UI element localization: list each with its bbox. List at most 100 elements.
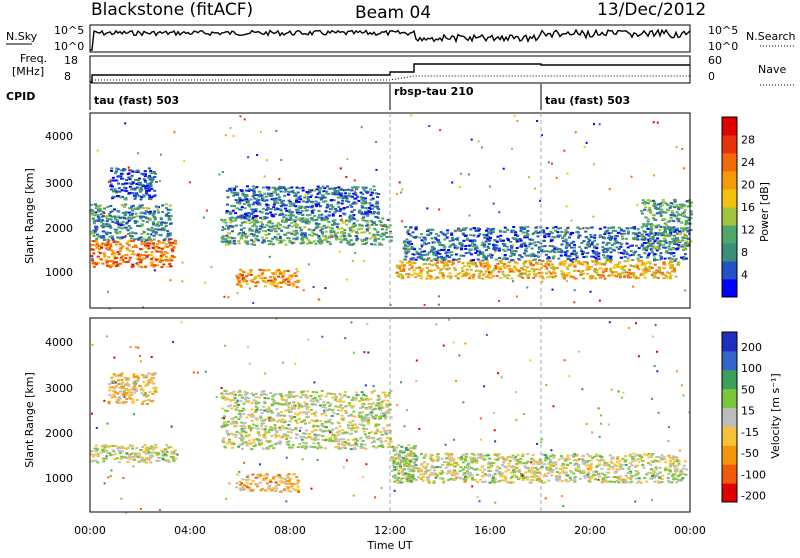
velocity-cell [320,424,324,427]
power-cell [622,266,625,268]
power-cell [508,261,512,264]
velocity-cell [121,387,125,390]
power-cell [109,266,112,269]
power-cell [279,286,283,288]
power-cell [128,182,132,185]
velocity-cell [172,459,176,462]
power-cell [327,214,331,217]
power-cell [277,227,281,230]
power-cell [161,241,165,244]
power-cell [468,214,471,217]
velocity-cell [220,392,224,395]
power-cell [158,233,162,236]
velocity-cell [126,389,130,392]
power-cell [120,236,124,239]
power-cell [534,273,538,276]
power-cell [363,238,366,241]
power-cell [162,239,166,242]
power-cell [453,244,457,247]
power-cell [578,246,582,248]
power-cell [524,254,528,257]
velocity-cell [311,403,315,406]
velocity-cell [143,458,147,461]
power-cell [275,285,279,288]
power-cell [481,253,485,256]
power-cell [130,174,134,177]
power-cell [331,192,335,194]
power-cell [247,273,251,276]
power-cell [467,264,470,267]
power-cell [234,216,238,219]
power-cell [415,273,419,276]
power-cell [317,236,321,239]
power-cell [568,255,572,258]
power-cell [379,221,383,224]
power-cell [673,241,677,244]
power-cell [102,225,106,228]
power-cell [648,267,652,270]
power-cell [539,199,542,202]
power-cell [238,232,242,234]
power-cell [127,211,131,214]
power-cell [265,281,269,284]
velocity-cell [129,388,133,391]
power-cell [299,198,303,201]
velocity-cell [134,452,138,455]
power-cell [662,273,666,276]
power-cell [165,245,169,248]
power-cell [332,199,336,202]
power-cell [321,185,325,188]
power-cell [221,229,225,232]
power-cell [238,197,242,200]
velocity-cell [262,422,266,425]
power-cell [613,234,617,237]
velocity-cell [379,415,383,418]
power-cell [636,235,640,238]
velocity-cell [154,372,157,375]
power-cell [301,235,304,238]
power-cell [305,222,309,225]
velocity-cell [145,403,149,405]
power-cell [424,243,428,246]
power-cell [669,214,673,216]
power-cell [649,231,652,234]
power-cell [657,270,661,273]
power-cell [441,274,445,277]
power-cell [141,185,145,188]
power-cell [626,274,630,277]
power-cell [112,262,115,265]
power-cell [474,251,478,254]
velocity-cell [270,403,274,406]
power-cell [241,233,245,236]
power-cell [376,196,379,198]
power-cell [91,259,95,262]
velocity-cell [118,387,122,389]
power-cell [676,239,680,242]
power-cell [114,170,118,173]
power-cell [141,257,145,260]
power-cell [347,188,351,191]
power-cell [109,205,113,207]
velocity-cell [161,451,165,454]
power-cell [109,226,113,229]
power-cell [274,237,278,239]
power-cell [271,281,275,284]
power-cell [256,154,259,156]
power-cell [435,258,439,260]
power-cell [581,253,584,256]
velocity-cell [149,455,153,458]
velocity-cell [340,407,344,410]
velocity-cell [239,400,243,403]
power-cell [93,211,97,214]
power-panel: Slant Range [km] 1000 2000 3000 4000 [23,112,693,310]
power-cell [130,176,133,179]
power-cell [253,221,257,224]
velocity-cell [313,420,316,423]
power-cell [524,250,528,253]
power-cell [630,244,634,247]
velocity-cell [349,448,353,451]
power-cell [249,198,253,201]
power-cell [110,167,114,170]
power-cell [520,256,524,258]
power-cell [310,189,314,192]
